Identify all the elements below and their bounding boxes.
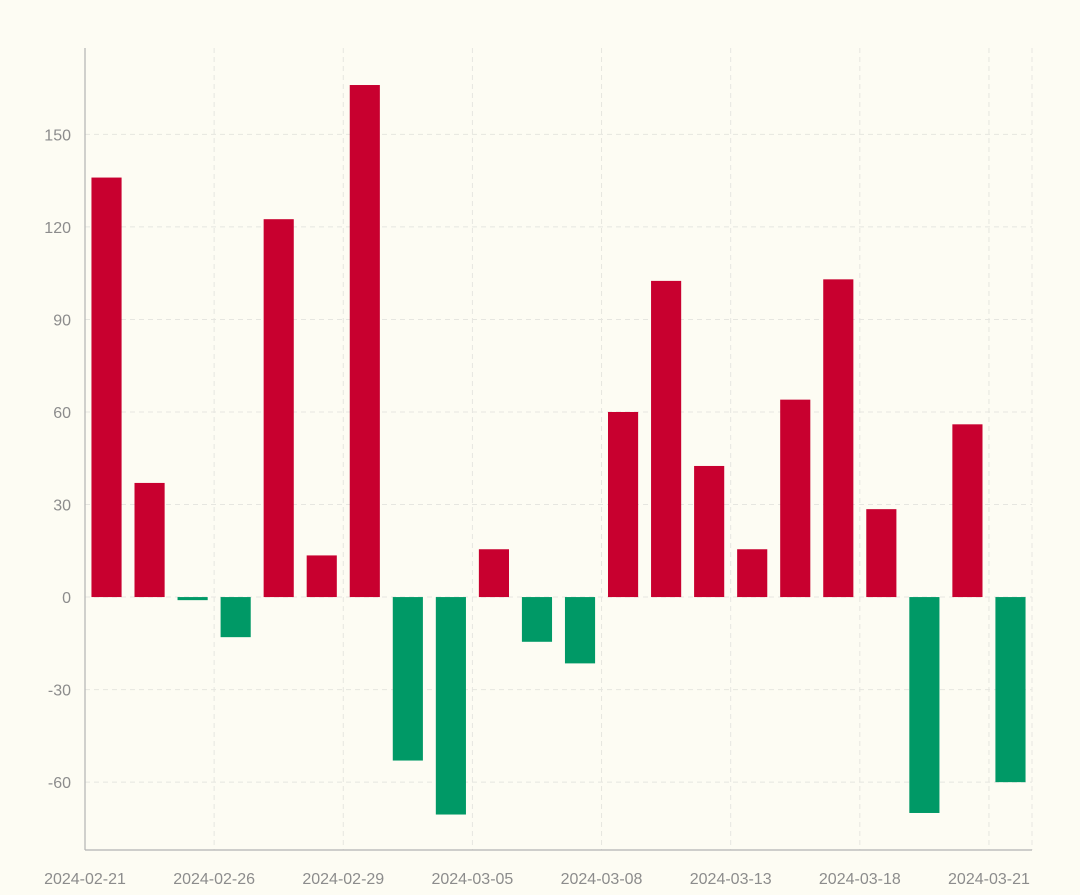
bar xyxy=(909,597,940,813)
bar xyxy=(866,509,897,598)
y-tick-label: 150 xyxy=(44,127,71,144)
bar xyxy=(780,399,811,598)
y-tick-label: 0 xyxy=(62,590,71,607)
bar xyxy=(651,280,682,598)
bar xyxy=(995,597,1026,783)
bar xyxy=(694,465,725,598)
x-tick-label: 2024-02-29 xyxy=(302,871,384,888)
bar xyxy=(608,411,639,598)
y-tick-label: -60 xyxy=(48,775,71,792)
bar xyxy=(306,555,337,598)
x-tick-label: 2024-03-08 xyxy=(561,871,643,888)
x-tick-label: 2024-02-21 xyxy=(44,871,126,888)
bar xyxy=(220,597,251,638)
x-axis-ticks: 2024-02-21 2024-02-26 2024-02-29 2024-03-05… xyxy=(44,871,1030,888)
bar xyxy=(177,597,208,601)
x-tick-label: 2024-03-13 xyxy=(690,871,772,888)
bar xyxy=(349,85,380,598)
y-tick-label: 90 xyxy=(53,312,71,329)
x-tick-label: 2024-03-21 xyxy=(948,871,1030,888)
bar xyxy=(263,219,294,598)
bar xyxy=(737,549,768,598)
x-tick-label: 2024-02-26 xyxy=(173,871,255,888)
y-tick-label: -30 xyxy=(48,683,71,700)
bar xyxy=(478,549,509,598)
bar xyxy=(134,482,165,598)
bar xyxy=(91,177,122,598)
y-tick-label: 60 xyxy=(53,405,71,422)
bar xyxy=(521,597,553,642)
axes xyxy=(84,48,1032,851)
bars xyxy=(91,85,1026,815)
x-tick-label: 2024-03-05 xyxy=(431,871,513,888)
bar xyxy=(564,597,596,664)
y-axis-ticks: -60 -30 0 30 60 90 120 150 xyxy=(44,127,71,792)
grid xyxy=(84,48,1033,850)
bar xyxy=(392,597,423,761)
x-tick-label: 2024-03-18 xyxy=(819,871,901,888)
y-tick-label: 120 xyxy=(44,220,71,237)
y-tick-label: 30 xyxy=(53,498,71,515)
bar xyxy=(823,279,854,598)
bar xyxy=(435,597,466,815)
bar xyxy=(952,424,983,598)
